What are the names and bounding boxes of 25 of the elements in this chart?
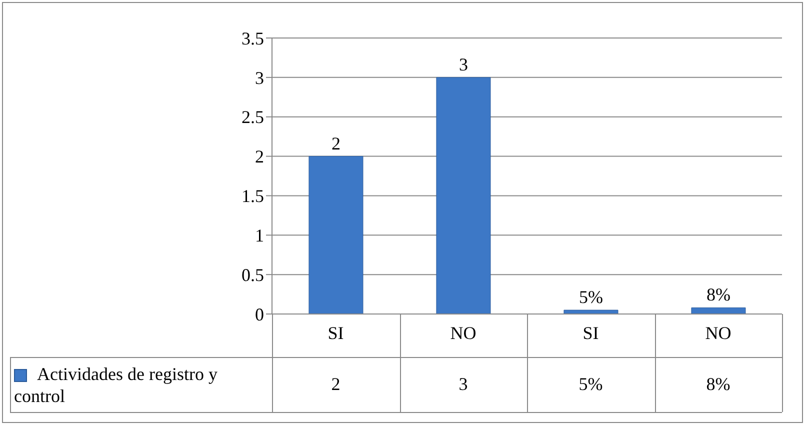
data-label: 3	[458, 373, 469, 396]
data-label: 5%	[578, 373, 604, 396]
x-tick-label: NO	[450, 322, 476, 343]
text: 3	[458, 54, 468, 74]
data-label: 2	[330, 373, 342, 396]
y-tick-label: 3.5	[242, 28, 264, 48]
x-tick-label: SI	[328, 322, 344, 343]
legend-label: Actividades de registro y control	[14, 364, 218, 406]
bar	[564, 310, 618, 314]
y-tick-label: 0.5	[242, 264, 264, 285]
data-label: 8%	[705, 373, 732, 396]
y-tick-label: 0	[255, 304, 264, 324]
x-tick-label: NO	[705, 322, 732, 343]
y-tick-label: 3	[255, 68, 264, 88]
text: 2	[331, 133, 340, 154]
bar	[691, 307, 746, 314]
bar	[436, 77, 491, 314]
text: 8%	[706, 284, 730, 305]
y-tick-label: 1.5	[242, 186, 264, 206]
text: 5%	[578, 287, 603, 308]
y-tick-label: 2	[255, 146, 264, 167]
y-tick-label: 1	[255, 226, 264, 246]
x-tick-label: SI	[582, 322, 599, 343]
bar	[308, 156, 364, 314]
y-tick-label: 2.5	[242, 107, 264, 128]
